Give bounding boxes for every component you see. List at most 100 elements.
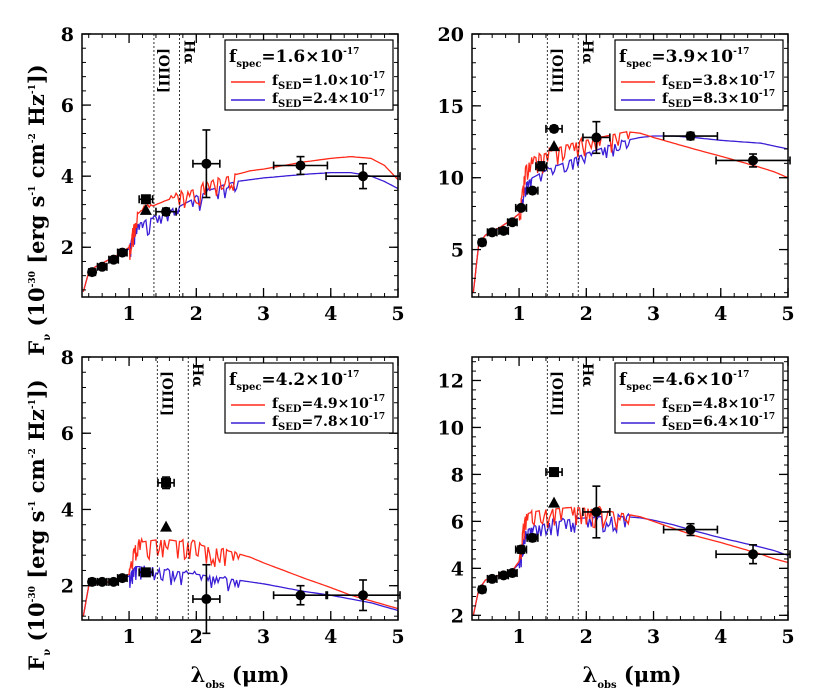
chart-panel-3: [OIII] Hα 1 2 3 4 5 2 4 6 8 fspec=4.2×10-17fSED=4.9… xyxy=(61,347,405,648)
data-point-triangle xyxy=(160,520,173,532)
data-point-square xyxy=(140,567,151,578)
data-point-triangle xyxy=(548,496,561,508)
data-point-circle xyxy=(201,158,212,169)
data-point-circle xyxy=(498,570,509,581)
x-axis-label-left: λobs (μm) xyxy=(191,662,290,691)
plot-frame xyxy=(471,356,789,621)
data-point-circle xyxy=(108,254,119,265)
data-point-triangle xyxy=(139,203,152,215)
legend: fspec=4.6×10-17fSED=4.8×10-17fSED=6.4×10… xyxy=(614,362,784,434)
y-tick-label: 2 xyxy=(451,605,464,627)
data-point-circle xyxy=(527,532,538,543)
y-axis-label-text: Fν (10-30 [erg s-1 cm-2 Hz-1]) xyxy=(24,64,53,355)
x-tick-label: 4 xyxy=(714,303,727,325)
y-tick-label: 8 xyxy=(61,347,74,369)
data-point-circle xyxy=(507,217,518,228)
x-tick-label: 3 xyxy=(257,626,270,648)
legend-spec: fspec=4.6×10-17 xyxy=(619,370,749,393)
x-tick-label: 4 xyxy=(324,303,337,325)
legend: fspec=3.9×10-17fSED=3.8×10-17fSED=8.3×10… xyxy=(614,39,784,111)
x-tick-label: 1 xyxy=(512,303,525,325)
x-tick-label: 1 xyxy=(512,626,525,648)
x-tick-label: 2 xyxy=(190,303,203,325)
emission-line-label: Hα xyxy=(189,363,205,387)
data-point-circle xyxy=(87,576,98,587)
data-point-circle xyxy=(685,131,696,142)
legend-spec: fspec=1.6×10-17 xyxy=(229,47,359,70)
data-point-circle xyxy=(97,576,108,587)
x-tick-label: 4 xyxy=(714,626,727,648)
emission-line-label: [OIII] xyxy=(158,371,174,416)
y-tick-label: 10 xyxy=(438,417,464,439)
legend-box xyxy=(224,39,394,111)
y-tick-label: 10 xyxy=(438,168,464,190)
data-point-circle xyxy=(201,594,212,605)
legend-spec: fspec=3.9×10-17 xyxy=(619,47,749,70)
y-tick-label: 20 xyxy=(438,24,464,46)
data-point-circle xyxy=(358,590,369,601)
data-point-circle xyxy=(108,576,119,587)
data-point-circle xyxy=(161,206,172,217)
y-tick-label: 6 xyxy=(451,511,464,533)
x-tick-label: 5 xyxy=(391,303,404,325)
data-point-square xyxy=(140,194,151,205)
series-blue-line xyxy=(82,171,398,292)
x-tick-label: 2 xyxy=(580,303,593,325)
y-axis-label-top: Fν (10-30 [erg s-1 cm-2 Hz-1]) xyxy=(24,64,53,355)
data-point-circle xyxy=(527,185,538,196)
legend-spec: fspec=4.2×10-17 xyxy=(229,370,359,393)
data-point-circle xyxy=(117,247,128,258)
x-tick-label: 3 xyxy=(647,626,660,648)
data-point-circle xyxy=(748,549,759,560)
series-blue-line xyxy=(472,512,788,616)
emission-line-label: Hα xyxy=(180,40,196,64)
data-point-circle xyxy=(748,155,759,166)
data-point-circle xyxy=(549,123,560,134)
plot-frame xyxy=(471,33,789,298)
data-point-circle xyxy=(507,568,518,579)
data-point-triangle xyxy=(548,140,561,152)
y-tick-label: 2 xyxy=(61,237,74,259)
data-point-circle xyxy=(295,590,306,601)
legend-box xyxy=(224,362,394,434)
data-point-circle xyxy=(117,573,128,584)
x-tick-label: 2 xyxy=(190,626,203,648)
legend-box xyxy=(614,362,784,434)
data-point-circle xyxy=(87,267,98,278)
x-tick-label: 1 xyxy=(122,303,135,325)
y-tick-label: 12 xyxy=(438,370,464,392)
y-tick-label: 6 xyxy=(61,95,74,117)
y-tick-label: 2 xyxy=(61,576,74,598)
legend: fspec=1.6×10-17fSED=1.0×10-17fSED=2.4×10… xyxy=(224,39,394,111)
plot-frame xyxy=(81,33,399,298)
y-tick-label: 15 xyxy=(438,96,464,118)
data-point-circle xyxy=(358,171,369,182)
legend-box xyxy=(614,39,784,111)
data-point-circle xyxy=(97,261,108,272)
y-tick-label: 8 xyxy=(61,24,74,46)
data-point-square xyxy=(161,477,172,488)
data-point-circle xyxy=(591,132,602,143)
y-tick-label: 4 xyxy=(61,166,74,188)
y-tick-label: 6 xyxy=(61,423,74,445)
chart-panel-1: [OIII] Hα 1 2 3 4 5 2 4 6 8 fspec=1.6×10-17fSED=1.0… xyxy=(61,24,405,325)
x-axis-label-right: λobs (μm) xyxy=(583,662,682,691)
data-point-circle xyxy=(516,202,527,213)
x-tick-label: 1 xyxy=(122,626,135,648)
data-point-circle xyxy=(477,237,488,248)
data-point-circle xyxy=(487,573,498,584)
y-tick-label: 4 xyxy=(61,499,74,521)
y-tick-label: 4 xyxy=(451,558,464,580)
x-tick-label: 4 xyxy=(324,626,337,648)
emission-line-label: [OIII] xyxy=(548,48,564,93)
y-tick-label: 8 xyxy=(451,464,464,486)
series-blue-line xyxy=(82,565,398,617)
emission-line-label: Hα xyxy=(579,363,595,387)
data-point-circle xyxy=(516,544,527,555)
x-tick-label: 2 xyxy=(580,626,593,648)
x-tick-label: 5 xyxy=(781,303,794,325)
chart-panel-2: [OIII] Hα 1 2 3 4 5 5 10 15 20 fspec=3.9×10-17fSED=… xyxy=(438,24,795,325)
data-point-circle xyxy=(295,160,306,171)
